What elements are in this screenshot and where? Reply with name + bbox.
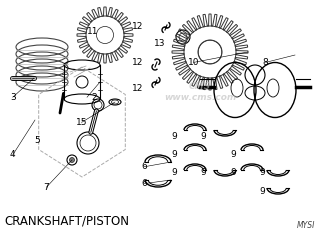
Text: CMS
www.cms.com: CMS www.cms.com xyxy=(164,82,236,102)
Text: 11: 11 xyxy=(87,27,99,36)
Text: 2: 2 xyxy=(92,93,97,102)
Text: 9: 9 xyxy=(260,168,265,177)
Text: 6: 6 xyxy=(141,179,147,188)
Text: MYSI: MYSI xyxy=(297,221,315,230)
Text: 8: 8 xyxy=(263,58,268,67)
Text: 9: 9 xyxy=(260,187,265,197)
Text: 9: 9 xyxy=(200,132,206,141)
Circle shape xyxy=(69,157,75,162)
Text: 9: 9 xyxy=(172,150,177,159)
Text: 9: 9 xyxy=(231,150,236,159)
Text: 12: 12 xyxy=(132,22,143,31)
Text: CRANKSHAFT/PISTON: CRANKSHAFT/PISTON xyxy=(4,215,129,228)
Text: 12: 12 xyxy=(132,84,143,93)
Text: 9: 9 xyxy=(200,168,206,177)
Text: 12: 12 xyxy=(132,58,143,67)
Text: 15: 15 xyxy=(76,118,87,127)
Text: 5: 5 xyxy=(34,136,40,145)
Text: 3: 3 xyxy=(10,93,16,102)
Text: 7: 7 xyxy=(44,183,49,192)
Text: 9: 9 xyxy=(231,168,236,177)
Text: 10: 10 xyxy=(188,58,199,67)
Text: 9: 9 xyxy=(172,168,177,177)
Text: 6: 6 xyxy=(141,162,147,171)
Text: 4: 4 xyxy=(10,150,16,159)
Text: 9: 9 xyxy=(172,132,177,141)
Text: 13: 13 xyxy=(154,39,166,48)
